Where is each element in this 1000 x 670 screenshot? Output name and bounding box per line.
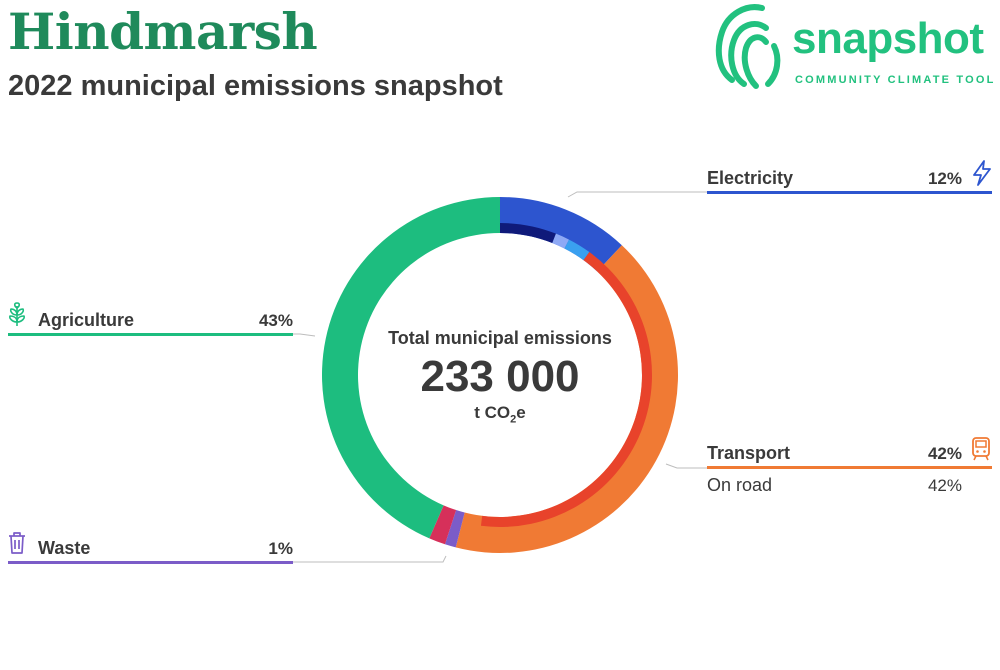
total-emissions-value: 233 000	[420, 352, 580, 401]
electricity-leader-line	[567, 191, 707, 198]
donut-segment-electricity	[500, 197, 622, 272]
page-title: Hindmarsh	[8, 2, 318, 61]
donut-segment-electricity-a	[500, 223, 556, 243]
lightning-icon	[973, 160, 991, 186]
electricity-rule	[707, 191, 992, 194]
center-label: Total municipal emissions	[388, 328, 612, 348]
emissions-unit: t CO2e	[474, 403, 526, 426]
agriculture-label: Agriculture	[38, 310, 135, 330]
on-road-percent: 42%	[927, 476, 962, 495]
transport-label: Transport	[707, 443, 791, 463]
transport-percent: 42%	[927, 444, 962, 463]
transport-leader-line	[665, 463, 707, 469]
waste-label: Waste	[38, 538, 91, 558]
waste-percent: 1%	[268, 539, 293, 558]
plant-icon	[9, 302, 25, 326]
waste-leader-line	[290, 555, 447, 563]
donut-segment-electricity-c	[564, 239, 590, 261]
agriculture-leader-line	[290, 333, 316, 337]
donut-segment-transport	[455, 245, 678, 553]
donut-segment-waste-other-	[429, 505, 457, 545]
fingerprint-logo-icon	[715, 4, 781, 89]
electricity-label: Electricity	[707, 168, 794, 188]
donut-segment-agriculture	[321, 197, 500, 539]
transport-rule	[707, 466, 992, 469]
electricity-percent: 12%	[927, 169, 962, 188]
page-subtitle: 2022 municipal emissions snapshot	[8, 70, 503, 102]
logo-tagline: COMMUNITY CLIMATE TOOL	[795, 74, 996, 86]
on-road-label: On road	[707, 475, 773, 495]
outer-ring	[321, 197, 678, 553]
train-icon	[972, 437, 990, 461]
agriculture-rule	[8, 333, 293, 336]
trash-icon	[9, 532, 25, 554]
waste-rule	[8, 561, 293, 564]
agriculture-percent: 43%	[258, 311, 293, 330]
logo-wordmark: snapshot	[792, 14, 984, 63]
inner-ring	[480, 223, 653, 527]
snapshot-logo[interactable]: snapshot COMMUNITY CLIMATE TOOL	[712, 0, 1000, 92]
donut-segment-waste	[444, 510, 465, 548]
donut-segment-electricity-b	[552, 233, 570, 249]
